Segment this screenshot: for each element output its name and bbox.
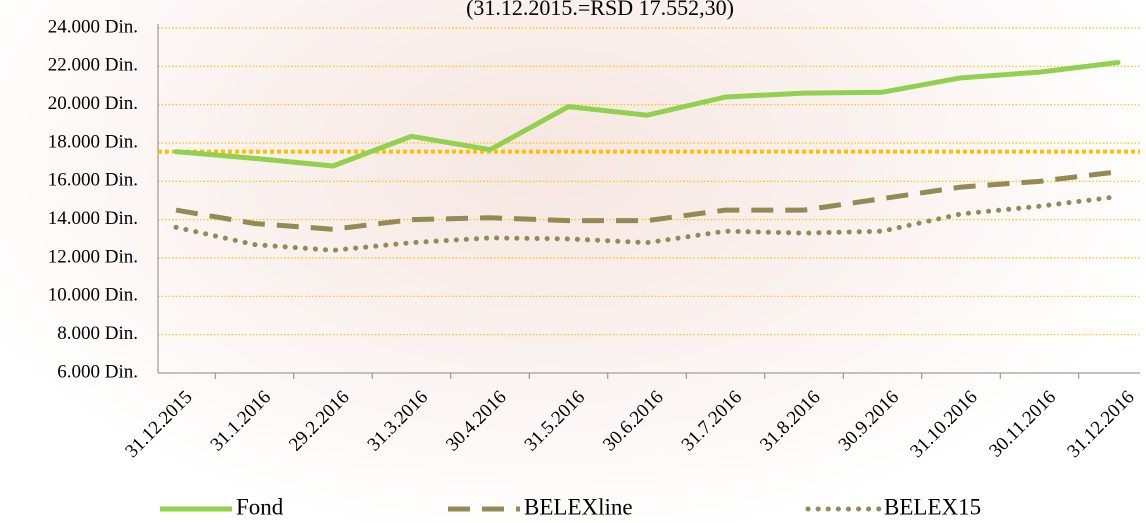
- x-tick-label: 30.11.2016: [985, 387, 1060, 462]
- legend-label: BELEX15: [884, 494, 981, 519]
- x-tick-label: 31.10.2016: [906, 387, 981, 462]
- x-tick-label: 31.8.2016: [756, 387, 825, 456]
- legend-label: BELEXline: [524, 494, 633, 519]
- x-tick-label: 31.5.2016: [521, 387, 590, 456]
- chart-subtitle: (31.12.2015.=RSD 17.552,30): [466, 0, 734, 20]
- y-tick-label: 20.000 Din.: [48, 93, 138, 114]
- y-tick-label: 14.000 Din.: [48, 208, 138, 229]
- y-tick-label: 16.000 Din.: [48, 170, 138, 191]
- x-tick-label: 30.4.2016: [442, 387, 511, 456]
- series-line: [176, 197, 1118, 251]
- x-tick-label: 29.2.2016: [285, 387, 354, 456]
- y-tick-label: 8.000 Din.: [57, 323, 138, 344]
- series-line: [176, 172, 1118, 230]
- y-tick-label: 10.000 Din.: [48, 285, 138, 306]
- legend-label: Fond: [236, 494, 284, 519]
- x-tick-label: 31.3.2016: [364, 387, 433, 456]
- x-tick-label: 31.7.2016: [678, 387, 747, 456]
- y-tick-label: 12.000 Din.: [48, 246, 138, 267]
- page: {"chart_data": {"type": "line", "subtitl…: [0, 0, 1146, 523]
- y-tick-label: 6.000 Din.: [57, 361, 138, 382]
- x-tick-label: 31.12.2015: [121, 387, 196, 462]
- chart: (31.12.2015.=RSD 17.552,30) 6.000 Din. 8.…: [0, 0, 1146, 523]
- x-tick-label: 31.1.2016: [207, 387, 276, 456]
- y-tick-label: 24.000 Din.: [48, 16, 138, 37]
- y-tick-label: 18.000 Din.: [48, 131, 138, 152]
- series-line: [176, 63, 1118, 167]
- x-tick-label: 30.9.2016: [835, 387, 904, 456]
- y-tick-label: 22.000 Din.: [48, 55, 138, 76]
- x-tick-label: 31.12.2016: [1063, 387, 1138, 462]
- x-tick-label: 30.6.2016: [599, 387, 668, 456]
